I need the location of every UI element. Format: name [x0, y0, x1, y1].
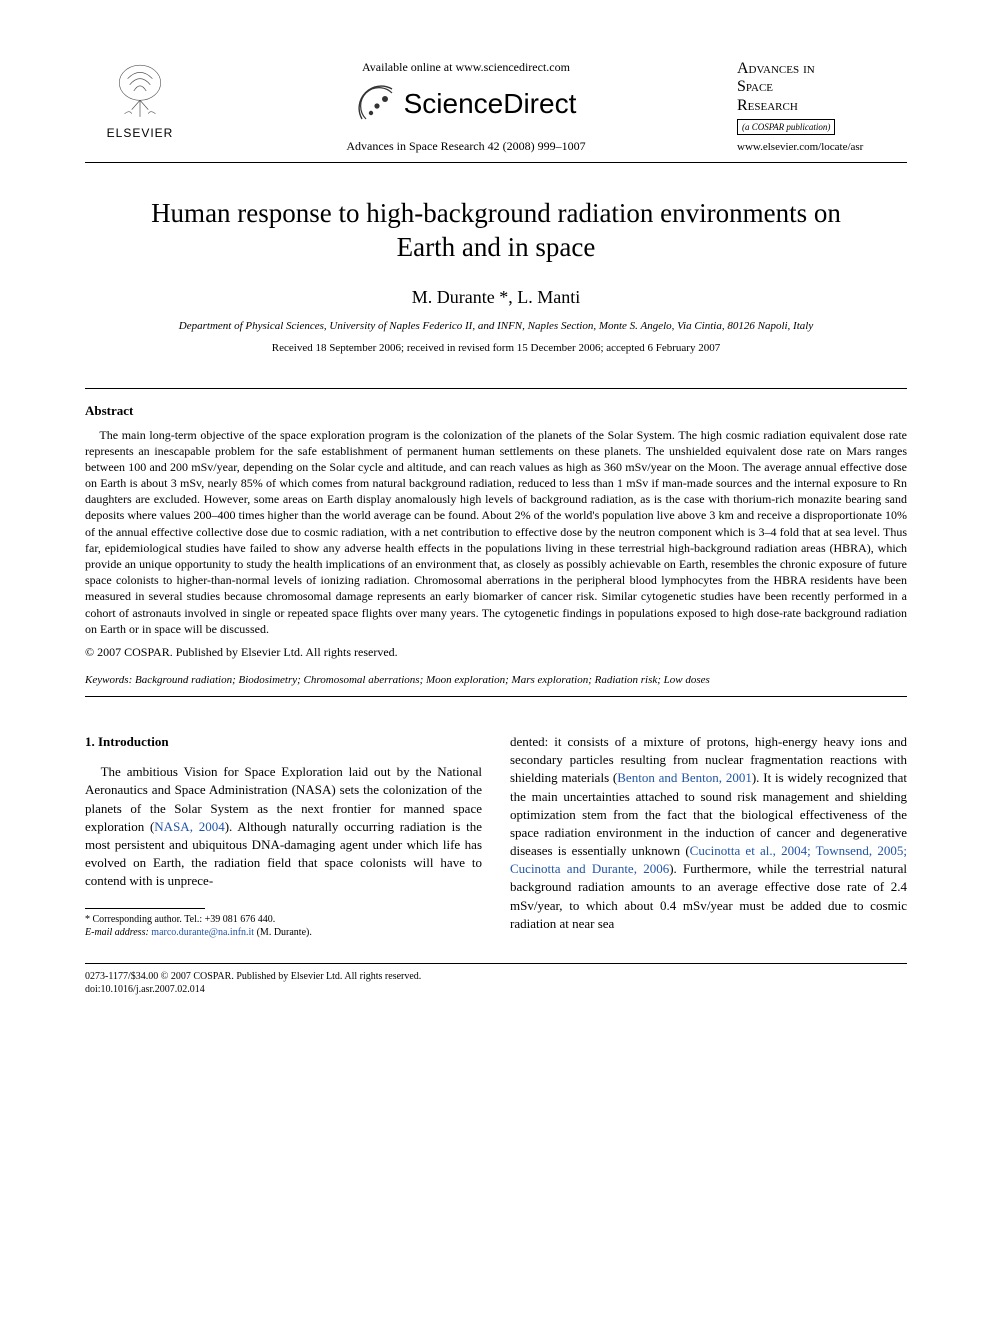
abstract-copyright: © 2007 COSPAR. Published by Elsevier Ltd… — [85, 645, 907, 660]
author-list: M. Durante *, L. Manti — [85, 287, 907, 308]
corresponding-author: * Corresponding author. Tel.: +39 081 67… — [85, 913, 482, 926]
abstract-text: The main long-term objective of the spac… — [85, 427, 907, 637]
footnote-block: * Corresponding author. Tel.: +39 081 67… — [85, 913, 482, 939]
footnote-rule — [85, 908, 205, 909]
journal-reference: Advances in Space Research 42 (2008) 999… — [209, 139, 723, 154]
abstract-heading: Abstract — [85, 403, 907, 419]
article-title: Human response to high-background radiat… — [125, 197, 867, 265]
journal-title-line1: Advances in — [737, 60, 907, 78]
keywords-label: Keywords: — [85, 674, 132, 686]
intro-paragraph-right: dented: it consists of a mixture of prot… — [510, 733, 907, 933]
journal-title-line2: Space — [737, 78, 907, 96]
email-label: E-mail address: — [85, 927, 149, 938]
sciencedirect-text: ScienceDirect — [404, 88, 577, 120]
publisher-logo-block: ELSEVIER — [85, 60, 195, 140]
citation-nasa[interactable]: NASA, 2004 — [154, 819, 224, 834]
body-columns: 1. Introduction The ambitious Vision for… — [85, 733, 907, 940]
available-online-text: Available online at www.sciencedirect.co… — [209, 60, 723, 75]
intro-paragraph-left: The ambitious Vision for Space Explorati… — [85, 763, 482, 890]
center-header: Available online at www.sciencedirect.co… — [195, 60, 737, 154]
imprint-doi: doi:10.1016/j.asr.2007.02.014 — [85, 983, 907, 996]
email-author-suffix: (M. Durante). — [257, 927, 312, 938]
section-heading-intro: 1. Introduction — [85, 733, 482, 751]
cospar-note: (a COSPAR publication) — [737, 119, 835, 135]
abstract-top-rule — [85, 388, 907, 389]
journal-title-line3: Research — [737, 97, 907, 115]
sciencedirect-logo: ScienceDirect — [209, 83, 723, 125]
column-left: 1. Introduction The ambitious Vision for… — [85, 733, 482, 940]
article-dates: Received 18 September 2006; received in … — [85, 342, 907, 354]
email-address[interactable]: marco.durante@na.infn.it — [151, 927, 254, 938]
imprint-block: 0273-1177/$34.00 © 2007 COSPAR. Publishe… — [85, 970, 907, 996]
abstract-bottom-rule — [85, 696, 907, 697]
publisher-name: ELSEVIER — [107, 126, 174, 140]
journal-header: ELSEVIER Available online at www.science… — [85, 60, 907, 154]
citation-benton[interactable]: Benton and Benton, 2001 — [617, 770, 752, 785]
sciencedirect-icon — [356, 83, 398, 125]
elsevier-tree-icon — [109, 60, 171, 122]
column-right: dented: it consists of a mixture of prot… — [510, 733, 907, 940]
email-line: E-mail address: marco.durante@na.infn.it… — [85, 926, 482, 939]
header-rule — [85, 162, 907, 163]
journal-title-block: Advances in Space Research (a COSPAR pub… — [737, 60, 907, 153]
journal-url: www.elsevier.com/locate/asr — [737, 141, 907, 153]
imprint-line1: 0273-1177/$34.00 © 2007 COSPAR. Publishe… — [85, 970, 907, 983]
keywords-line: Keywords: Background radiation; Biodosim… — [85, 674, 907, 686]
keywords-list: Background radiation; Biodosimetry; Chro… — [135, 674, 710, 686]
affiliation: Department of Physical Sciences, Univers… — [85, 320, 907, 332]
imprint-rule — [85, 963, 907, 964]
